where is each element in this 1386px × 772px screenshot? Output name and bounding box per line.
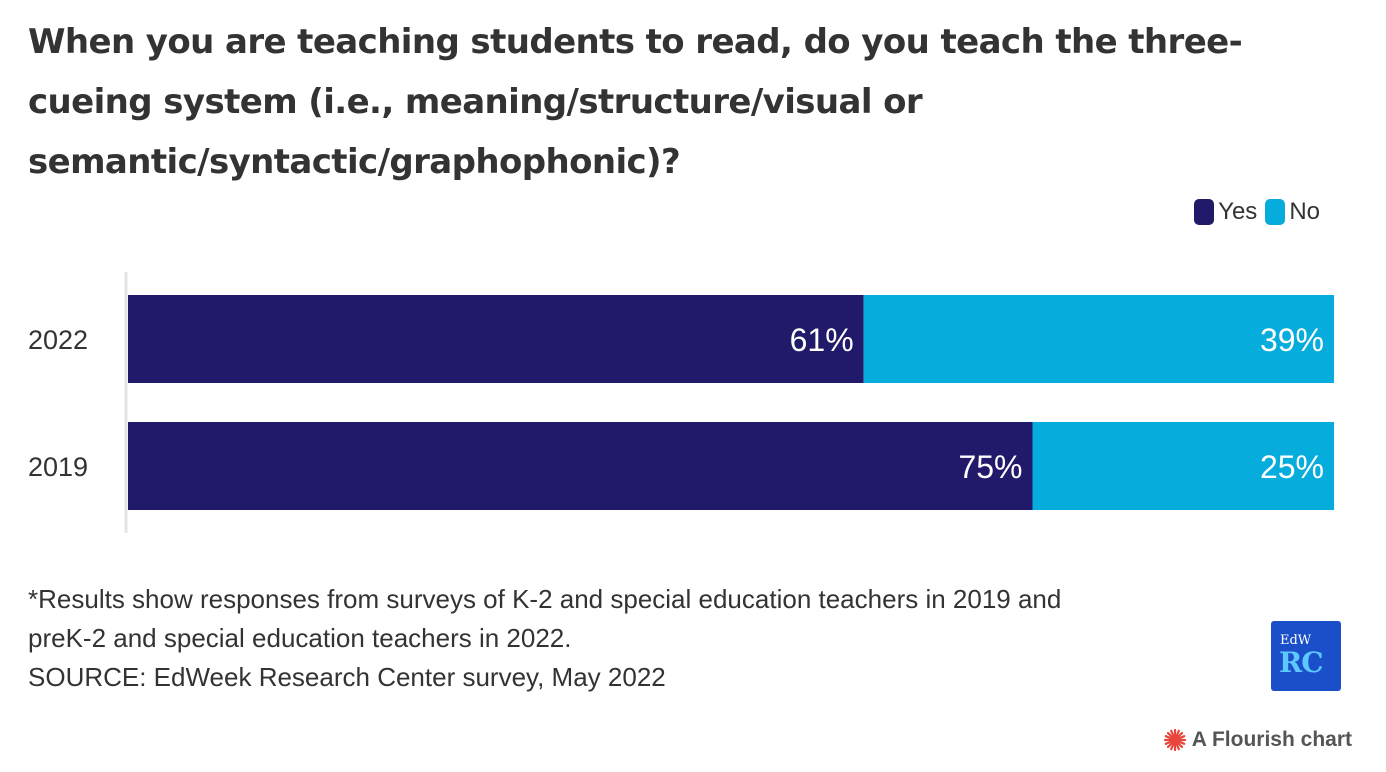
footnote-line: preK-2 and special education teachers in…	[28, 623, 572, 653]
data-label: 61%	[790, 322, 854, 358]
category-label: 2019	[28, 452, 88, 482]
bar-segment-yes[interactable]	[128, 422, 1033, 510]
logo-text-top: EdW	[1280, 633, 1312, 648]
data-label: 75%	[958, 449, 1022, 485]
chart-title: When you are teaching students to read, …	[28, 22, 1243, 182]
legend-item[interactable]: Yes	[1194, 198, 1257, 226]
category-label: 2022	[28, 325, 88, 355]
source-line: SOURCE: EdWeek Research Center survey, M…	[28, 662, 666, 692]
bar-segment-yes[interactable]	[128, 295, 864, 383]
legend-label: No	[1289, 198, 1320, 225]
legend-item[interactable]: No	[1265, 198, 1320, 226]
legend-swatch	[1194, 199, 1215, 225]
bar-segment-no[interactable]	[863, 295, 1334, 383]
legend-swatch	[1265, 199, 1286, 225]
footnotes: *Results show responses from surveys of …	[28, 580, 1061, 697]
legend-label: Yes	[1218, 198, 1258, 225]
bar-segment-no[interactable]	[1032, 422, 1335, 510]
footnote-line: *Results show responses from surveys of …	[28, 584, 1062, 614]
legend: Yes No	[1186, 198, 1320, 226]
flourish-icon	[1163, 729, 1186, 751]
data-label: 39%	[1260, 322, 1324, 358]
flourish-credit-text: A Flourish chart	[1191, 728, 1352, 751]
flourish-credit-link[interactable]: A Flourish chart	[1163, 728, 1352, 752]
edweek-research-center-logo: EdW RC	[1271, 621, 1341, 691]
logo-text-bottom: RC	[1279, 646, 1324, 679]
data-label: 25%	[1260, 449, 1324, 485]
